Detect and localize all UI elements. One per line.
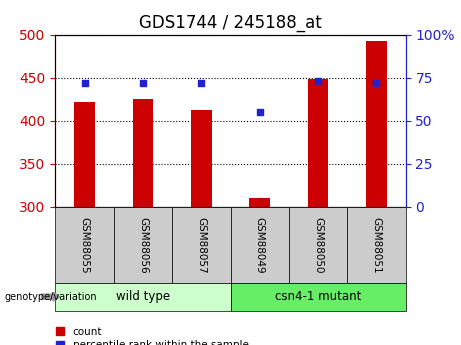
Bar [74, 102, 95, 207]
Bar [308, 79, 328, 207]
Legend: count, percentile rank within the sample: count, percentile rank within the sample [56, 327, 248, 345]
Text: GSM88056: GSM88056 [138, 217, 148, 273]
Point [373, 80, 380, 86]
Title: GDS1744 / 245188_at: GDS1744 / 245188_at [139, 14, 322, 32]
Bar [249, 198, 270, 207]
Bar [133, 99, 153, 207]
Point [139, 80, 147, 86]
Text: genotype/variation: genotype/variation [5, 292, 97, 302]
Text: GSM88055: GSM88055 [79, 217, 89, 273]
Text: GSM88051: GSM88051 [372, 217, 382, 273]
Point [81, 80, 88, 86]
Bar [191, 110, 212, 207]
Text: wild type: wild type [116, 290, 170, 303]
Text: GSM88050: GSM88050 [313, 217, 323, 273]
Point [256, 109, 263, 115]
Point [314, 78, 322, 84]
Bar [366, 41, 387, 207]
Point [198, 80, 205, 86]
Text: GSM88049: GSM88049 [254, 217, 265, 273]
Text: csn4-1 mutant: csn4-1 mutant [275, 290, 361, 303]
Text: GSM88057: GSM88057 [196, 217, 207, 273]
